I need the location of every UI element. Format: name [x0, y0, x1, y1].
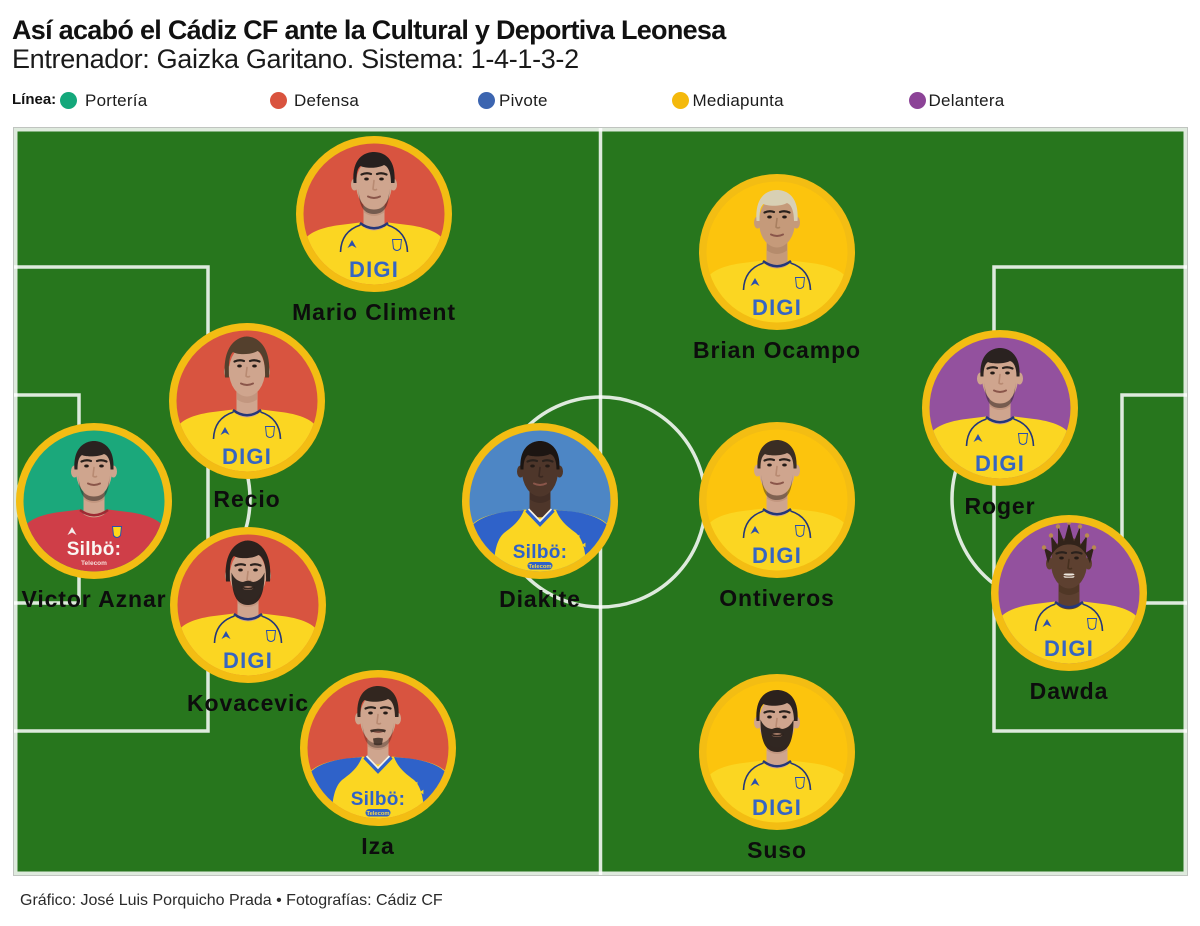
svg-text:Telecom: Telecom [81, 560, 107, 567]
svg-text:Silbö:: Silbö: [67, 539, 122, 560]
svg-text:Silbö:: Silbö: [351, 789, 406, 810]
svg-text:DIGI: DIGI [752, 543, 802, 568]
svg-text:DIGI: DIGI [752, 295, 802, 320]
svg-text:Telecom: Telecom [366, 811, 389, 817]
svg-text:DIGI: DIGI [223, 648, 273, 673]
svg-text:Silbö:: Silbö: [513, 542, 568, 563]
svg-text:DIGI: DIGI [1044, 636, 1094, 661]
svg-text:DIGI: DIGI [752, 795, 802, 820]
svg-text:DIGI: DIGI [975, 451, 1025, 476]
svg-text:Telecom: Telecom [528, 564, 551, 570]
svg-text:DIGI: DIGI [349, 257, 399, 282]
svg-text:DIGI: DIGI [222, 444, 272, 469]
